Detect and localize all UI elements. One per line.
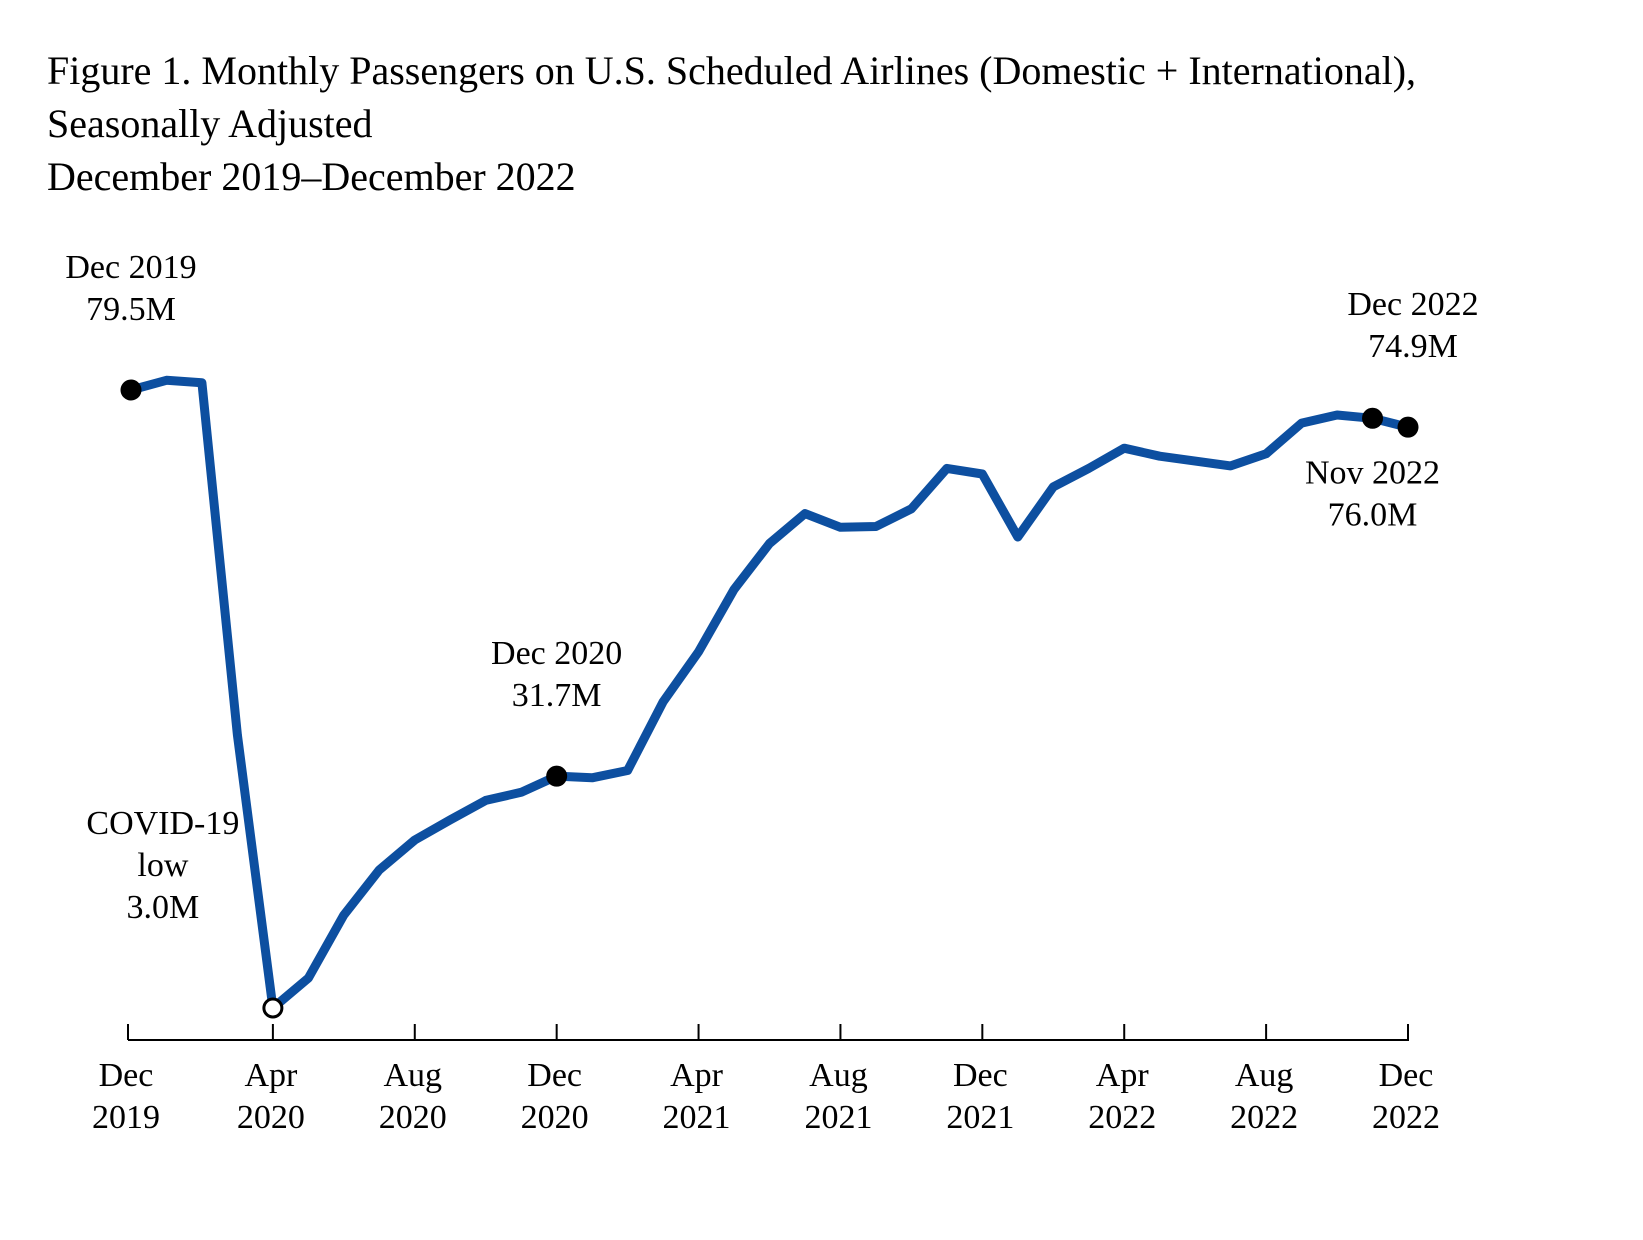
x-tick-label-month: Apr [670, 1057, 724, 1094]
annotation-marker [546, 765, 568, 787]
annotation-label: 3.0M [127, 889, 200, 926]
annotation-marker [262, 997, 284, 1019]
x-tick-label-month: Dec [99, 1057, 154, 1094]
title-line-1: Figure 1. Monthly Passengers on U.S. Sch… [47, 48, 1417, 93]
annotation-label: 31.7M [512, 677, 602, 714]
chart-title: Figure 1. Monthly Passengers on U.S. Sch… [47, 44, 1416, 203]
annotation-label: Nov 2022 [1305, 454, 1440, 491]
x-tick-label-month: Apr [1096, 1057, 1150, 1094]
title-line-2: Seasonally Adjusted [47, 101, 373, 146]
annotation-marker [1362, 407, 1384, 429]
annotation-label: COVID-19 [86, 805, 239, 842]
x-tick-label-year: 2021 [804, 1099, 872, 1136]
x-tick-label-year: 2020 [521, 1099, 589, 1136]
annotation-marker [120, 379, 142, 401]
passengers-series-line [129, 375, 1410, 1013]
annotation-label: Dec 2022 [1347, 286, 1478, 323]
annotation-label: 79.5M [86, 291, 176, 328]
x-tick-label-year: 2021 [663, 1099, 731, 1136]
title-line-3: December 2019–December 2022 [47, 154, 576, 199]
annotation-label: low [137, 847, 188, 884]
x-tick-label-month: Aug [383, 1057, 442, 1094]
x-tick-label-year: 2019 [92, 1099, 160, 1136]
annotation-label: Dec 2019 [65, 249, 196, 286]
annotation-label: 74.9M [1368, 328, 1458, 365]
x-tick-label-year: 2021 [946, 1099, 1014, 1136]
x-tick-label-year: 2022 [1372, 1099, 1440, 1136]
x-tick-label-year: 2022 [1088, 1099, 1156, 1136]
x-tick-label-year: 2020 [237, 1099, 305, 1136]
x-tick-label-year: 2020 [379, 1099, 447, 1136]
annotation-marker [1397, 416, 1419, 438]
annotation-label: Dec 2020 [491, 635, 622, 672]
x-tick-label-month: Dec [953, 1057, 1008, 1094]
x-tick-label-month: Dec [527, 1057, 582, 1094]
x-tick-label-month: Aug [809, 1057, 868, 1094]
x-tick-label-month: Apr [244, 1057, 298, 1094]
x-tick-label-year: 2022 [1230, 1099, 1298, 1136]
x-tick-label-month: Dec [1379, 1057, 1434, 1094]
annotation-label: 76.0M [1328, 496, 1418, 533]
x-tick-label-month: Aug [1235, 1057, 1294, 1094]
